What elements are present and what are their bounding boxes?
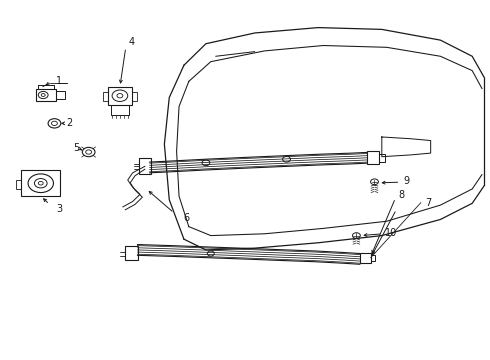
Bar — [379, 154, 385, 162]
Bar — [108, 87, 132, 105]
Text: 7: 7 — [425, 198, 431, 208]
Bar — [360, 253, 370, 263]
Text: 5: 5 — [74, 143, 79, 153]
Bar — [125, 246, 139, 260]
Bar — [36, 89, 56, 101]
Text: 6: 6 — [183, 213, 190, 222]
Bar — [139, 158, 151, 174]
Text: 9: 9 — [403, 176, 409, 186]
Text: 4: 4 — [128, 37, 135, 47]
Bar — [21, 170, 60, 196]
Text: 1: 1 — [56, 76, 62, 86]
Bar — [16, 180, 21, 189]
Text: 2: 2 — [66, 118, 72, 128]
Text: 8: 8 — [398, 190, 404, 200]
Text: 10: 10 — [385, 228, 397, 238]
Bar — [103, 92, 108, 101]
Bar — [56, 91, 65, 99]
Bar — [111, 105, 129, 115]
Bar — [370, 255, 375, 261]
Bar — [132, 92, 137, 101]
Bar — [367, 151, 379, 164]
Text: 3: 3 — [56, 204, 62, 214]
